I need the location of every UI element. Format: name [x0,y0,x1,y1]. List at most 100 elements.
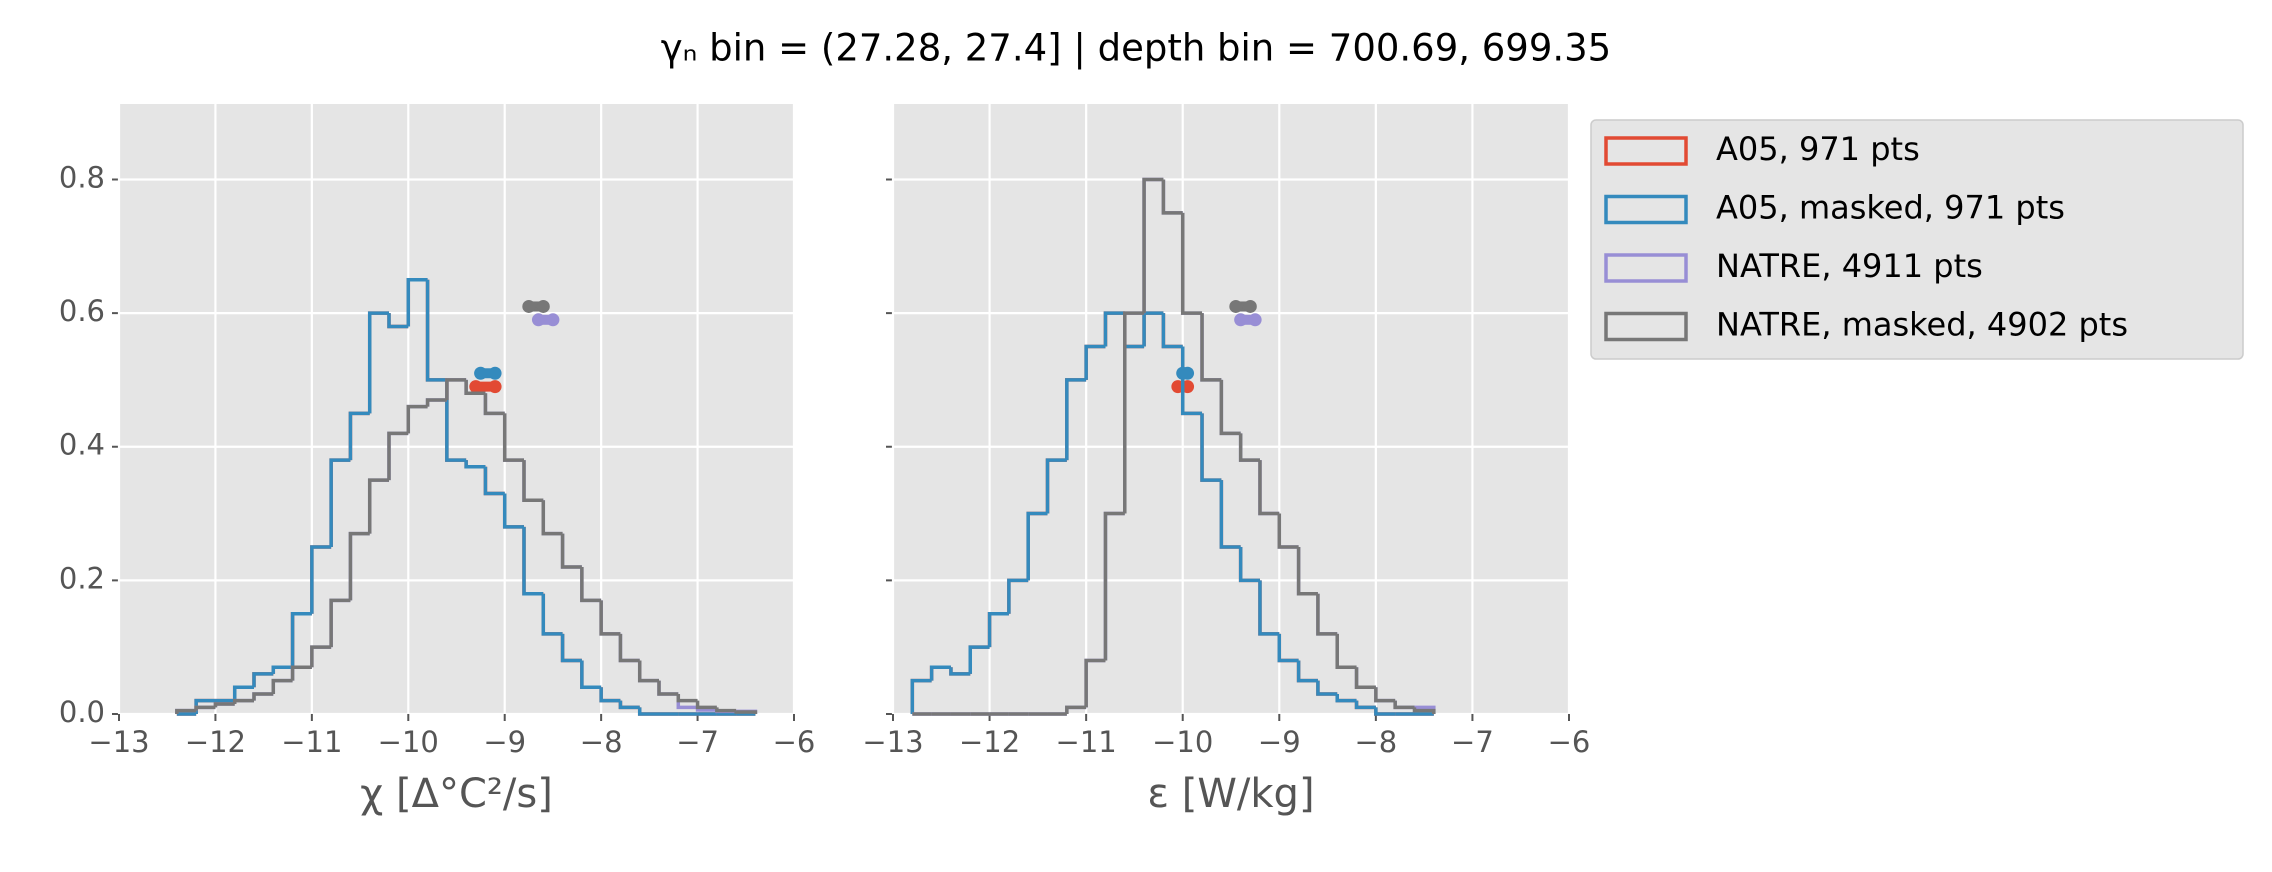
histogram-step [1219,480,1241,549]
histogram-step [1238,433,1260,462]
histogram-step [522,526,544,596]
plot-area [119,104,794,714]
histogram-step [1258,460,1280,516]
histogram-step [445,378,467,400]
histogram-step [1103,511,1125,661]
histogram-step [1065,378,1087,461]
histogram-step [1316,593,1338,636]
histogram-step [1142,311,1164,347]
histogram-step [618,700,640,710]
legend-label: NATRE, 4911 pts [1716,247,1983,285]
x-tick-label: −7 [1451,725,1494,759]
legend-swatch [1604,194,1688,225]
histogram-step [1103,311,1125,347]
histogram-step [290,665,312,681]
histogram-step [175,708,197,714]
histogram-step [1354,700,1376,710]
x-tick-label: −9 [483,725,526,759]
x-tick-label: −8 [1354,725,1397,759]
histogram-step [1180,212,1203,315]
histogram-step [637,660,659,683]
histogram-step [483,466,505,496]
marker-point [488,366,502,380]
marker-point [1243,299,1257,313]
histogram-step [580,660,602,690]
marker-point [546,313,560,327]
histogram-step [618,633,640,663]
legend-label: A05, masked, 971 pts [1716,189,2065,227]
histogram-step [464,460,486,469]
histogram-step [695,700,717,710]
marker-point [531,313,545,327]
histogram-step [1316,680,1338,696]
x-tick-label: −11 [281,725,342,759]
x-tick-label: −6 [773,725,816,759]
histogram-step [1374,687,1396,703]
histogram-step [271,665,293,674]
histogram-step [483,393,505,416]
histogram-step [464,379,486,396]
marker-point [469,380,483,394]
histogram-step [348,531,370,601]
histogram-step [387,313,409,329]
histogram-step [949,667,971,676]
plot-area [893,104,1569,714]
histogram-step [1258,580,1280,636]
y-tick-label: 0.8 [59,160,105,194]
histogram-step [1238,546,1260,583]
histogram-step [560,533,582,569]
histogram-step [387,431,409,481]
histogram-step [1219,379,1241,436]
histogram-step [502,493,524,529]
histogram-step [657,680,679,696]
marker-point [522,299,536,313]
histogram-step [968,645,990,674]
histogram-step [1161,179,1183,215]
x-tick-label: −13 [88,725,149,759]
histogram-step [599,687,621,703]
x-tick-label: −10 [378,725,439,759]
histogram-step [580,567,602,603]
y-tick-label: 0.2 [59,561,105,595]
histogram-step [1296,660,1318,683]
histogram-step [232,698,254,704]
histogram-step [1142,177,1164,314]
histogram-step [599,600,621,636]
histogram-step [1374,707,1396,716]
x-tick-label: −7 [676,725,719,759]
histogram-step [1161,313,1183,349]
legend-label: NATRE, masked, 4902 pts [1716,306,2128,344]
histogram-step [425,279,447,382]
histogram-step [367,478,389,534]
histogram-step [1007,578,1029,614]
x-axis-label: ε [W/kg] [1147,771,1314,817]
marker-point [1181,366,1195,380]
x-tick-label: −12 [959,725,1020,759]
histogram-step [310,645,332,668]
histogram-step [1277,513,1299,549]
histogram-step [348,411,370,461]
x-tick-label: −6 [1548,725,1591,759]
histogram-step [1200,313,1222,382]
histogram-step [1296,546,1318,596]
legend-swatch [1604,136,1688,166]
histogram-step [1084,344,1106,380]
histogram-step [541,593,563,636]
histogram-step [1123,311,1145,514]
histogram-step [232,685,254,701]
y-tick-label: 0.6 [59,294,105,328]
histogram-step [1200,413,1222,482]
legend-swatch [1604,253,1688,283]
histogram-step [406,404,428,434]
legend-swatch [1604,311,1688,342]
histogram-step [1354,667,1376,690]
x-tick-label: −12 [185,725,246,759]
histogram-step [329,598,351,648]
x-tick-label: −8 [580,725,623,759]
marker-point [474,366,488,380]
histogram-step [406,277,428,327]
marker-point [1229,299,1243,313]
histogram-step [541,500,563,536]
histogram-step [715,707,737,713]
